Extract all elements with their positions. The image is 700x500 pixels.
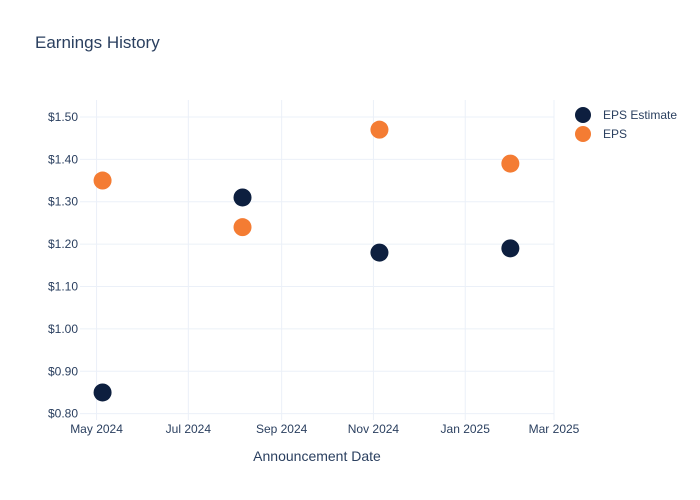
eps-estimate-point[interactable]: [501, 239, 520, 258]
y-tick-label: $1.40: [48, 152, 78, 166]
y-axis: $0.80 $0.90 $1.00 $1.10 $1.20 $1.30 $1.40 $1.50: [48, 110, 78, 421]
x-tick-label: Mar 2025: [529, 422, 580, 436]
x-axis-title: Announcement Date: [253, 448, 381, 464]
x-tick-label: May 2024: [70, 422, 123, 436]
chart-title: Earnings History: [35, 33, 160, 52]
eps-point[interactable]: [370, 120, 389, 139]
y-tick-label: $1.20: [48, 237, 78, 251]
legend-eps-estimate-marker[interactable]: [575, 107, 591, 123]
y-tick-label: $0.80: [48, 407, 78, 421]
y-tick-label: $1.00: [48, 322, 78, 336]
x-tick-label: Sep 2024: [256, 422, 308, 436]
eps-estimate-point[interactable]: [233, 188, 252, 207]
x-tick-label: Nov 2024: [348, 422, 400, 436]
legend-eps-estimate-label[interactable]: EPS Estimate: [603, 108, 677, 122]
data-points: [93, 120, 520, 402]
eps-estimate-point[interactable]: [370, 243, 389, 262]
grid-layer: [80, 100, 555, 420]
legend-eps-marker[interactable]: [575, 126, 591, 142]
x-axis: May 2024 Jul 2024 Sep 2024 Nov 2024 Jan 2025…: [70, 422, 579, 436]
eps-point[interactable]: [233, 218, 252, 237]
x-tick-label: Jul 2024: [166, 422, 212, 436]
legend-eps-label[interactable]: EPS: [603, 127, 627, 141]
legend: EPS Estimate EPS: [575, 107, 677, 142]
y-tick-label: $1.50: [48, 110, 78, 124]
eps-estimate-point[interactable]: [93, 383, 112, 402]
eps-point[interactable]: [93, 171, 112, 190]
eps-point[interactable]: [501, 154, 520, 173]
y-tick-label: $0.90: [48, 364, 78, 378]
y-tick-label: $1.10: [48, 279, 78, 293]
x-tick-label: Jan 2025: [441, 422, 491, 436]
y-tick-label: $1.30: [48, 195, 78, 209]
